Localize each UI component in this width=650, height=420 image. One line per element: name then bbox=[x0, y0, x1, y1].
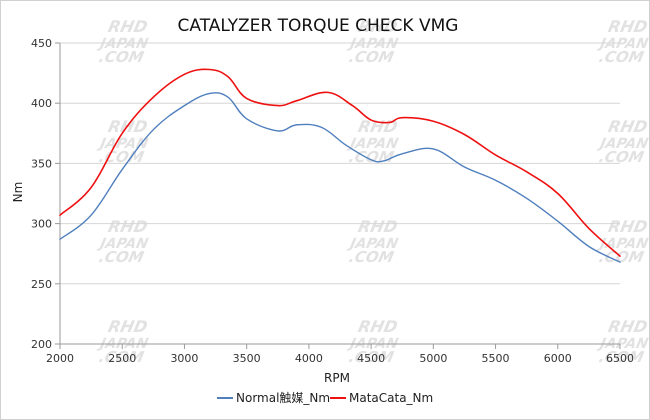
series-layer bbox=[59, 68, 621, 263]
y-tick-label: 350 bbox=[31, 157, 52, 170]
x-tick-label: 5000 bbox=[419, 352, 447, 365]
watermark-text: JAPAN bbox=[96, 136, 150, 152]
y-tick-label: 300 bbox=[31, 218, 52, 231]
legend-label: Normal触媒_Nm bbox=[236, 391, 330, 405]
x-tick-label: 5500 bbox=[482, 352, 510, 365]
watermark-text: JAPAN bbox=[596, 36, 650, 52]
x-tick-label: 3500 bbox=[233, 352, 261, 365]
chart-title: CATALYZER TORQUE CHECK VMG bbox=[178, 16, 459, 36]
watermark-text: JAPAN bbox=[596, 136, 650, 152]
legend: Normal触媒_Nm MataCata_Nm bbox=[217, 391, 433, 405]
series-line-1 bbox=[59, 92, 621, 263]
x-axis-title: RPM bbox=[324, 371, 350, 385]
legend-label: MataCata_Nm bbox=[349, 391, 433, 405]
legend-item-1: Normal触媒_Nm bbox=[217, 391, 330, 405]
y-tick-label: 200 bbox=[31, 338, 52, 351]
y-tick-label: 450 bbox=[31, 37, 52, 50]
y-tick-label: 400 bbox=[31, 97, 52, 110]
watermark-layer: RHDJAPAN.COMRHDJAPAN.COMRHDJAPAN.COMRHDJ… bbox=[96, 17, 650, 366]
watermark-text: .COM bbox=[597, 48, 645, 66]
watermark-text: RHD bbox=[106, 17, 149, 36]
x-tick-label: 6500 bbox=[606, 352, 634, 365]
watermark-text: .COM bbox=[347, 48, 395, 66]
x-tick-label: 3000 bbox=[170, 352, 198, 365]
watermark-text: .COM bbox=[347, 248, 395, 266]
watermark-text: JAPAN bbox=[346, 136, 400, 152]
watermark-text: RHD bbox=[606, 317, 649, 336]
watermark-text: JAPAN bbox=[96, 36, 150, 52]
watermark-text: .COM bbox=[97, 248, 145, 266]
watermark-text: JAPAN bbox=[346, 236, 400, 252]
watermark-text: RHD bbox=[106, 317, 149, 336]
watermark-text: RHD bbox=[606, 17, 649, 36]
watermark-text: .COM bbox=[97, 348, 145, 366]
axes: 2000 2500 3000 3500 4000 4500 5000 5500 6000 6500… bbox=[31, 37, 634, 365]
series-line-2 bbox=[59, 68, 621, 257]
watermark-text: .COM bbox=[597, 148, 645, 166]
watermark-text: .COM bbox=[347, 348, 395, 366]
watermark-text: JAPAN bbox=[346, 36, 400, 52]
watermark-text: JAPAN bbox=[96, 236, 150, 252]
gridlines bbox=[60, 42, 620, 285]
watermark-text: RHD bbox=[106, 217, 149, 236]
x-tick-label: 4000 bbox=[295, 352, 323, 365]
watermark-text: RHD bbox=[356, 117, 399, 136]
y-axis-title: Nm bbox=[11, 182, 25, 203]
y-tick-label: 250 bbox=[31, 278, 52, 291]
watermark-text: .COM bbox=[597, 348, 645, 366]
x-tick-label: 2000 bbox=[46, 352, 74, 365]
watermark-text: RHD bbox=[606, 217, 649, 236]
watermark-text: RHD bbox=[606, 117, 649, 136]
watermark-text: RHD bbox=[356, 317, 399, 336]
watermark-text: JAPAN bbox=[596, 236, 650, 252]
watermark-text: RHD bbox=[356, 17, 399, 36]
x-tick-label: 6000 bbox=[544, 352, 572, 365]
watermark-text: .COM bbox=[97, 148, 145, 166]
watermark-text: .COM bbox=[97, 48, 145, 66]
legend-item-2: MataCata_Nm bbox=[330, 391, 433, 405]
watermark-text: JAPAN bbox=[596, 336, 650, 352]
x-tick-label: 4500 bbox=[357, 352, 385, 365]
x-tick-label: 2500 bbox=[108, 352, 136, 365]
watermark-text: RHD bbox=[356, 217, 399, 236]
watermark-text: .COM bbox=[597, 248, 645, 266]
